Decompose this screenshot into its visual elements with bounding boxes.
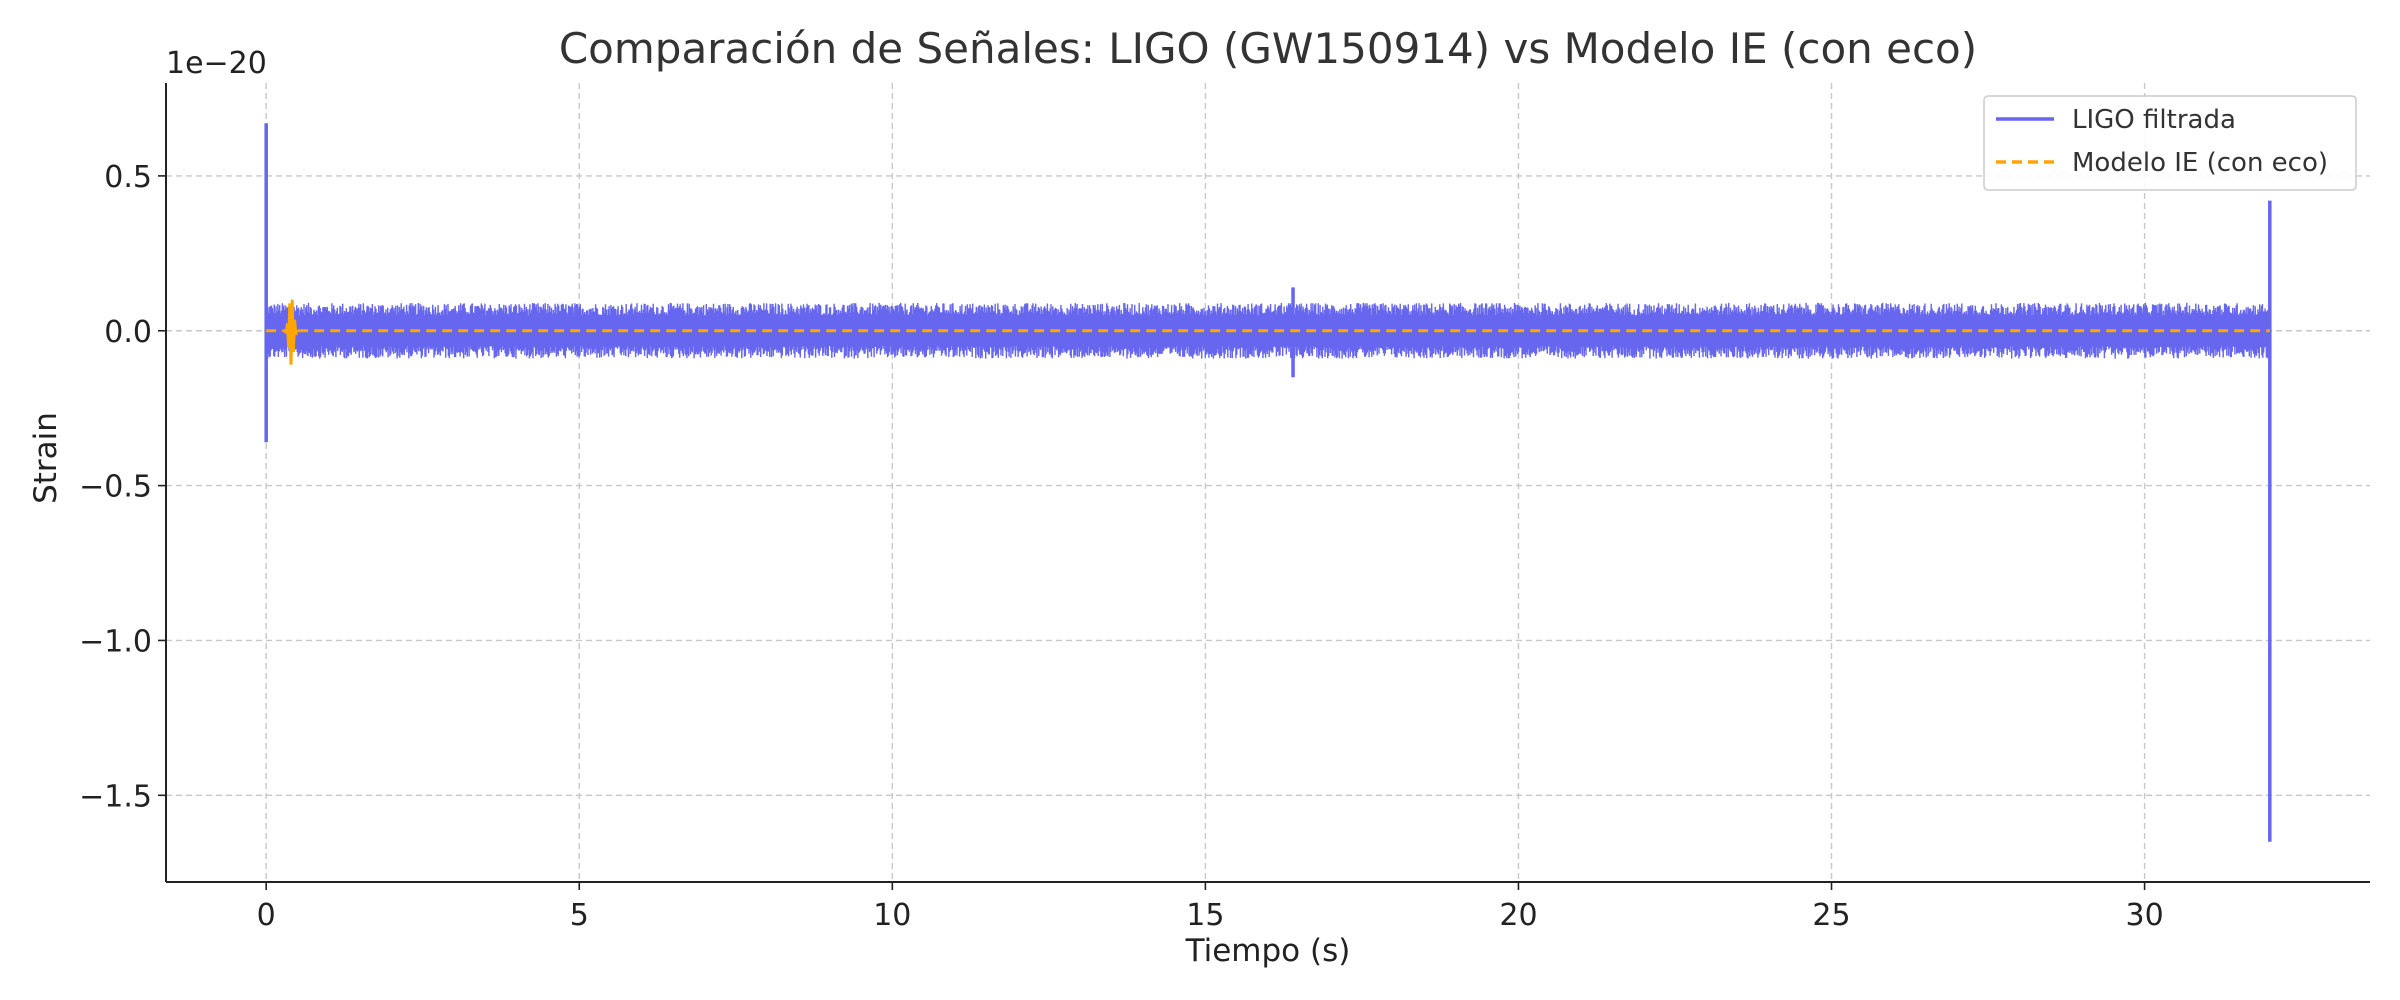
legend-box	[1983, 95, 2357, 191]
y-tick-label: 0.5	[104, 160, 152, 195]
y-offset-label: 1e−20	[166, 46, 267, 81]
y-tick-label: −1.5	[79, 779, 152, 814]
series-ligo-filtrada	[265, 302, 2271, 359]
series-layer	[264, 123, 2272, 842]
x-tick-label: 0	[257, 898, 276, 933]
x-axis-label: Tiempo (s)	[1185, 933, 1351, 969]
legend-label-model: Modelo IE (con eco)	[2072, 148, 2328, 178]
y-axis-label: Strain	[28, 412, 64, 504]
axes	[165, 83, 2370, 883]
y-tick-label: −0.5	[79, 470, 152, 505]
x-tick-label: 20	[1499, 898, 1537, 933]
y-tick-label: 0.0	[104, 315, 152, 350]
legend-label-ligo: LIGO filtrada	[2072, 105, 2236, 135]
ticks: 0 5 10 15 20 25 30 0.5 0.0 −0.5 −1.0 −1.5	[79, 160, 2164, 933]
model-burst	[283, 299, 299, 365]
grid	[166, 83, 2370, 882]
x-tick-label: 30	[2125, 898, 2163, 933]
legend: LIGO filtrada Modelo IE (con eco)	[1983, 95, 2357, 191]
x-tick-label: 10	[873, 898, 911, 933]
chart-title: Comparación de Señales: LIGO (GW150914) …	[559, 24, 1977, 73]
y-tick-label: −1.0	[79, 624, 152, 659]
x-tick-label: 25	[1812, 898, 1850, 933]
x-tick-label: 5	[570, 898, 589, 933]
x-tick-label: 15	[1186, 898, 1224, 933]
